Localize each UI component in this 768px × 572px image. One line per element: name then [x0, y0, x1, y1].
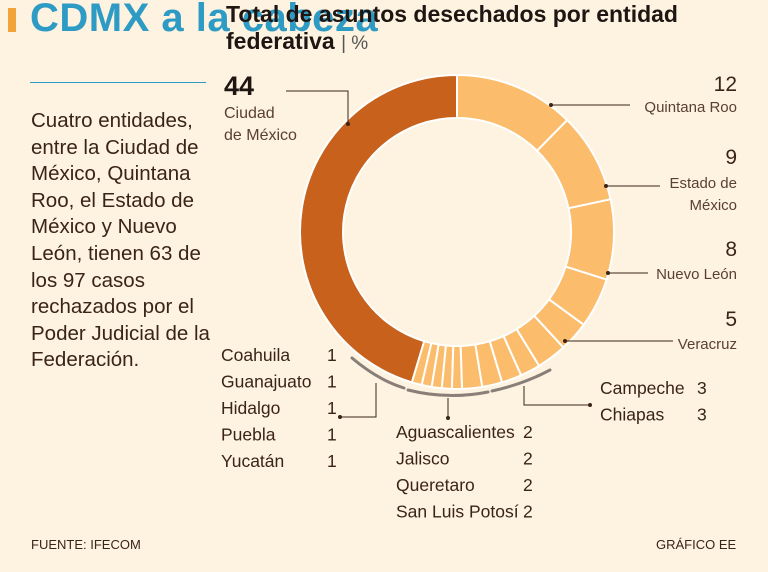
g3-value-0: 3	[697, 378, 707, 398]
bracket-g1	[350, 356, 406, 390]
g3-value-1: 3	[697, 405, 707, 425]
leader-g1	[340, 383, 377, 418]
headline: CDMX a la cabeza	[30, 0, 379, 40]
g1-label-0: Coahuila	[221, 345, 290, 365]
label-cdmx-line1: Ciudad	[224, 105, 275, 122]
graphic-credit: GRÁFICO EE	[656, 537, 737, 552]
g1-label-1: Guanajuato	[221, 372, 312, 392]
g1-value-0: 1	[327, 345, 337, 365]
label-estado-de-mexico-line1: Estado de	[669, 175, 737, 192]
value-nuevo-leon: 8	[725, 238, 737, 261]
headline-rule	[30, 82, 206, 83]
leader-dot-nuevo-leon	[606, 271, 610, 275]
slice-ciudad-de-m-xico	[299, 73, 458, 384]
leader-dot-g1	[338, 415, 342, 419]
g2-label-2: Queretaro	[396, 475, 475, 495]
leader-dot-g2	[446, 416, 450, 420]
g1-label-4: Yucatán	[221, 451, 284, 471]
label-nuevo-leon-line1: Nuevo León	[656, 266, 737, 283]
g1-label-2: Hidalgo	[221, 398, 280, 418]
slice-nuevo-le-n	[564, 198, 615, 281]
leader-dot-quintana-roo	[549, 103, 553, 107]
bracket-g3	[490, 368, 552, 393]
g2-label-0: Aguascalientes	[396, 422, 515, 442]
chart-unit-value: %	[351, 33, 369, 54]
label-quintana-roo-line1: Quintana Roo	[644, 99, 737, 116]
g3-label-1: Chiapas	[600, 405, 664, 425]
g1-value-4: 1	[327, 451, 337, 471]
label-veracruz-line1: Veracruz	[678, 336, 737, 353]
accent-bar	[8, 8, 16, 32]
leader-dot-g3	[588, 403, 592, 407]
source-note: FUENTE: IFECOM	[31, 537, 141, 552]
value-veracruz: 5	[725, 308, 737, 331]
intro-text: Cuatro entidades, entre la Ciudad de Méx…	[31, 109, 210, 372]
slice-quintana-roo	[456, 73, 569, 153]
leader-dot-estado-de-mexico	[604, 184, 608, 188]
bracket-g2	[406, 388, 490, 398]
value-estado-de-mexico: 9	[725, 146, 737, 169]
g2-value-0: 2	[523, 422, 533, 442]
g1-value-2: 1	[327, 398, 337, 418]
leader-g3	[523, 386, 590, 406]
leader-cdmx	[286, 90, 349, 124]
leader-dot-veracruz	[563, 339, 567, 343]
g2-value-1: 2	[523, 449, 533, 469]
g3-label-0: Campeche	[600, 378, 685, 398]
g1-value-1: 1	[327, 372, 337, 392]
g1-value-3: 1	[327, 425, 337, 445]
g2-value-3: 2	[523, 502, 533, 522]
leader-dot-cdmx	[346, 122, 350, 126]
g1-label-3: Puebla	[221, 425, 276, 445]
value-cdmx: 44	[224, 71, 254, 101]
g2-value-2: 2	[523, 475, 533, 495]
label-cdmx-line2: de México	[224, 127, 297, 144]
chart-title: Total de asuntos desechados por entidad …	[226, 1, 746, 57]
g2-label-3: San Luis Potosí	[396, 502, 519, 522]
g2-label-1: Jalisco	[396, 449, 450, 469]
label-estado-de-mexico-line2: México	[689, 197, 737, 214]
chart-unit: | %	[341, 33, 369, 54]
chart-title-text: Total de asuntos desechados por entidad …	[226, 1, 678, 54]
value-quintana-roo: 12	[714, 73, 737, 96]
